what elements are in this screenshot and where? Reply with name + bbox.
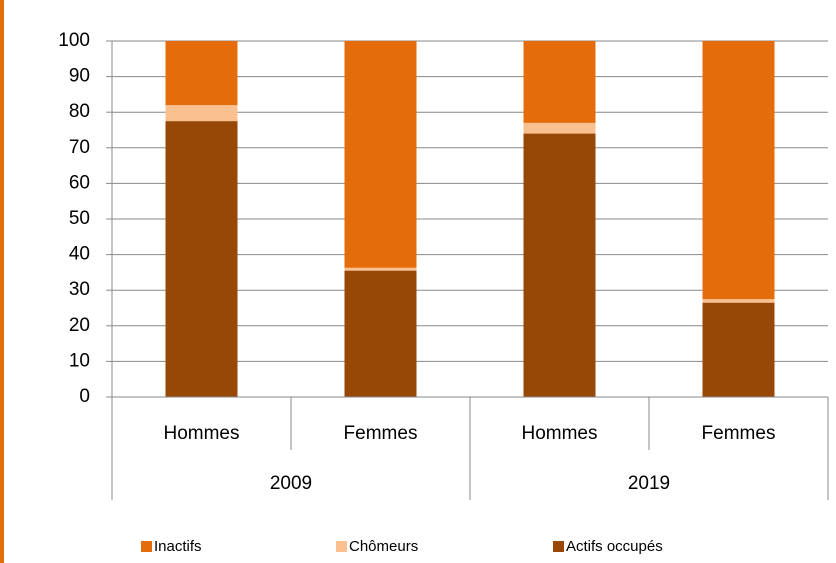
legend-label: Actifs occupés xyxy=(566,538,663,555)
y-tick-label: 30 xyxy=(69,279,90,300)
legend-swatch xyxy=(336,541,347,552)
y-tick-label: 60 xyxy=(69,172,90,193)
bar-segment xyxy=(702,302,775,397)
y-tick-label: 50 xyxy=(69,208,90,229)
y-tick-label: 10 xyxy=(69,350,90,371)
bar-segment xyxy=(344,270,417,397)
bar-segment xyxy=(523,133,596,397)
y-tick-label: 90 xyxy=(69,66,90,87)
bar-segment xyxy=(165,41,238,106)
bar-segment xyxy=(523,122,596,134)
bar-segment xyxy=(523,41,596,123)
legend-swatch xyxy=(141,541,152,552)
y-tick-label: 80 xyxy=(69,101,90,122)
bar-segment xyxy=(165,121,238,397)
y-tick-label: 100 xyxy=(58,30,90,51)
bar-segment xyxy=(344,267,417,271)
group-label: 2019 xyxy=(628,473,670,494)
bar-segment xyxy=(165,105,238,122)
legend-label: Chômeurs xyxy=(349,538,418,555)
x-tick-label: Hommes xyxy=(163,423,239,444)
y-tick-label: 40 xyxy=(69,244,90,265)
y-tick-label: 70 xyxy=(69,137,90,158)
bar-segment xyxy=(702,41,775,300)
x-tick-label: Femmes xyxy=(344,423,418,444)
bar-segment xyxy=(702,299,775,303)
legend-swatch xyxy=(553,541,564,552)
legend-label: Inactifs xyxy=(154,538,202,555)
x-tick-label: Femmes xyxy=(702,423,776,444)
y-tick-label: 20 xyxy=(69,315,90,336)
x-tick-label: Hommes xyxy=(521,423,597,444)
group-label: 2009 xyxy=(270,473,312,494)
y-tick-label: 0 xyxy=(79,386,90,407)
bar-segment xyxy=(344,41,417,268)
